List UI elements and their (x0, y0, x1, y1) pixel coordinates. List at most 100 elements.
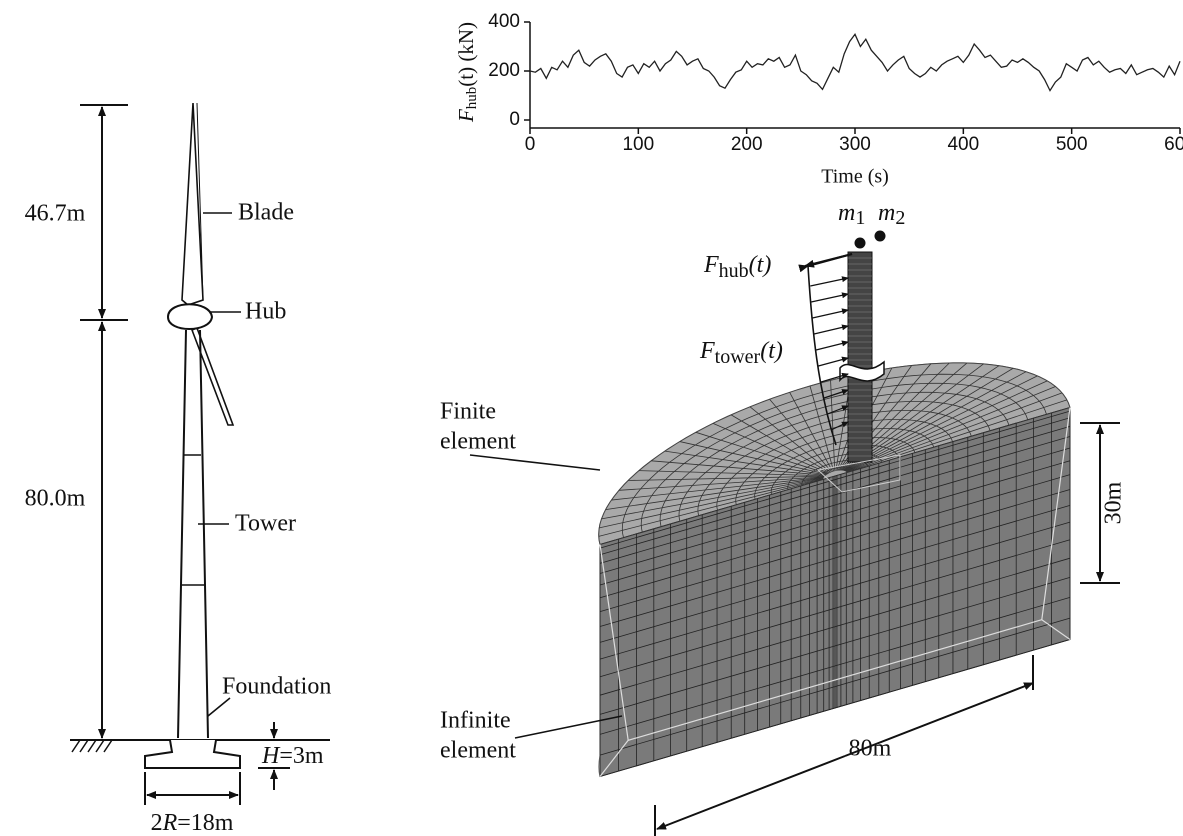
depth-dim (258, 725, 290, 783)
x-tick-label: 600 (1164, 134, 1183, 155)
y-tick-label: 400 (488, 11, 520, 32)
y-tick-label: 0 (509, 109, 520, 130)
load-curve (807, 265, 837, 446)
mesh-radial (638, 470, 826, 477)
mass-sym: m (838, 200, 855, 226)
dim-text: =18m (177, 810, 234, 836)
dim-tick (654, 422, 1120, 836)
x-tick-label: 100 (622, 134, 654, 155)
x-tick-label: 500 (1056, 134, 1088, 155)
mass-label: m1 (838, 200, 865, 229)
force-arg: (t) (749, 252, 772, 278)
region-label: element (440, 429, 516, 455)
mesh-horizontal (599, 460, 1071, 599)
mesh-horizontal (599, 410, 1071, 549)
part-label: Hub (245, 299, 286, 325)
region-label: Finite (440, 399, 496, 425)
infinite-boundary (599, 407, 1071, 742)
x-tick-label: 300 (839, 134, 871, 155)
dim-text: 2 (151, 810, 163, 836)
tower-load-arrow (820, 372, 849, 383)
dim-label: 46.7m (25, 201, 86, 227)
x-axis-label: Time (s) (821, 166, 889, 188)
part-label: Tower (235, 511, 296, 537)
mesh-radial (695, 431, 829, 475)
mass-label: m2 (878, 200, 905, 229)
infinite-boundary (1041, 619, 1071, 640)
mesh-radial (769, 399, 833, 473)
mass-sub: 2 (895, 207, 905, 229)
region-label: element (440, 738, 516, 764)
dim-text: =3m (279, 743, 324, 769)
mass-point (854, 237, 866, 249)
force-sym: F (699, 338, 715, 364)
mesh-radial (730, 414, 831, 474)
mesh-radial (749, 406, 832, 473)
foundation (144, 739, 241, 769)
dim-arrow (844, 682, 1034, 757)
tower-load-arrow (811, 292, 849, 303)
mesh-horizontal (599, 639, 1071, 777)
mesh-radial (712, 423, 830, 474)
dim-var: H (261, 743, 281, 769)
part-label: Blade (238, 200, 294, 226)
infinite-boundary (599, 739, 629, 777)
part-label: Foundation (222, 674, 331, 700)
ground-hatch (71, 739, 113, 753)
mesh-horizontal (599, 425, 1071, 564)
mesh-horizontal (599, 521, 1071, 660)
series-line (529, 33, 1181, 92)
turbine-sketch: 46.7m 80.0m Blade Hub Tower Foundation H… (25, 102, 331, 836)
mass-point (874, 230, 886, 242)
mass-sub: 1 (855, 207, 865, 229)
force-label: Fhub(t) (703, 252, 771, 282)
y-label-tail: (t) (kN) (454, 22, 478, 87)
tower-load-arrow (830, 421, 849, 431)
mesh-radial (611, 476, 824, 501)
hub-load-arrow (804, 253, 853, 268)
mesh-horizontal (599, 489, 1071, 627)
mesh-horizontal (599, 504, 1071, 643)
tower-mesh (847, 251, 873, 463)
tower-load-arrow (823, 389, 849, 399)
dim-label: 2R=18m (151, 810, 234, 836)
mesh-radial (844, 371, 1027, 472)
force-arg: (t) (760, 338, 783, 364)
mass-sym: m (878, 200, 895, 226)
tower-load-arrow (815, 340, 849, 351)
base-pad (816, 454, 901, 493)
dim-arrow (656, 755, 846, 830)
tower-load-arrow (827, 405, 849, 415)
mesh-radial (846, 399, 1068, 473)
mesh-radial (844, 375, 1038, 472)
mesh-radial (845, 380, 1048, 472)
tower-load-arrow (812, 308, 849, 319)
force-sym: F (703, 252, 719, 278)
mesh-horizontal (599, 474, 1071, 613)
blade-edge (196, 102, 204, 301)
force-sub: hub (719, 260, 749, 282)
mesh-radial (618, 476, 825, 491)
mesh-horizontal (599, 557, 1071, 696)
x-tick-label: 400 (947, 134, 979, 155)
y-label-sym: F (454, 109, 478, 123)
mesh-radial (601, 477, 824, 520)
force-sub: tower (715, 346, 761, 368)
leader-line (469, 454, 623, 739)
model-labels: Finite element Infinite element 80m 30m … (440, 200, 1127, 836)
mesh-radial (598, 478, 824, 537)
mesh-horizontal (599, 447, 1071, 586)
mesh-radial (845, 386, 1056, 472)
mesh-radial (628, 475, 825, 481)
mesh-radial (809, 385, 835, 472)
y-axis-label: Fhub(t) (kN) (454, 22, 481, 123)
hub (166, 303, 214, 330)
dim-var: R (162, 810, 178, 836)
mesh-radial (605, 477, 824, 510)
x-tick-label: 200 (731, 134, 763, 155)
mesh-radial (599, 478, 824, 529)
dim-label: 30m (1101, 481, 1127, 524)
tower-joint (182, 454, 204, 586)
mesh-horizontal (599, 597, 1071, 735)
